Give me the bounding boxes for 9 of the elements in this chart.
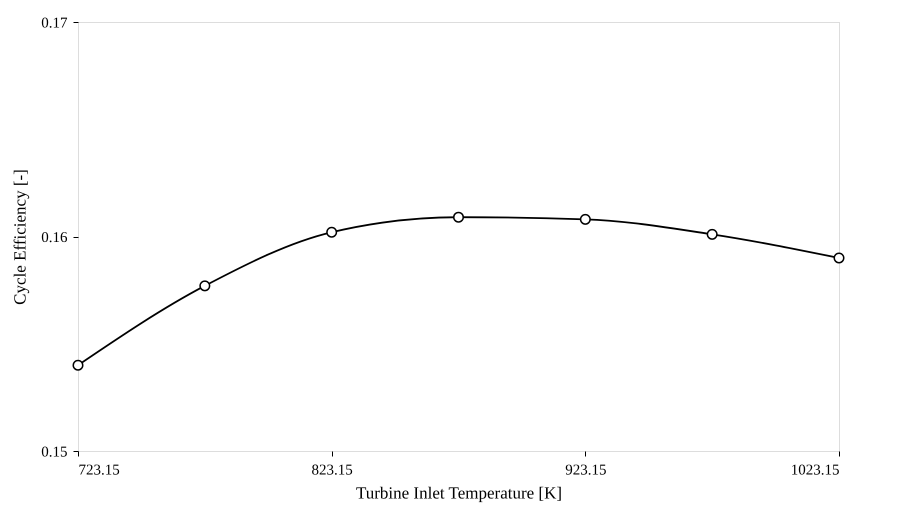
x-axis-title: Turbine Inlet Temperature [K] (356, 484, 562, 502)
y-tick-label: 0.15 (41, 444, 68, 460)
y-tick-label: 0.17 (41, 16, 68, 32)
x-tick-label: 1023.15 (790, 462, 840, 478)
x-tick-label: 723.15 (78, 462, 120, 478)
x-tick-label: 823.15 (312, 462, 353, 478)
x-tick-label: 923.15 (565, 462, 606, 478)
y-axis-title: Cycle Efficiency [-] (10, 169, 30, 305)
y-tick-label: 0.16 (41, 230, 68, 246)
